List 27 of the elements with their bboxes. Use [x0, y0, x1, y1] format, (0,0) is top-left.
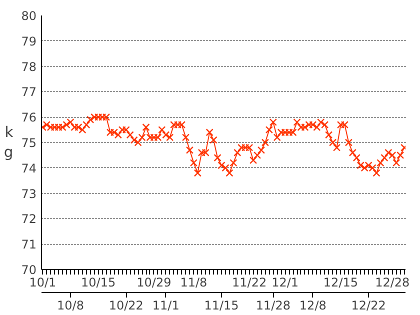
y-tick-label: 75: [21, 136, 37, 150]
x-tick-label: 10/22: [108, 298, 144, 312]
x-tick-label: 12/1: [272, 276, 299, 290]
x-tick-label: 11/8: [180, 276, 208, 290]
x-tick-label: 12/8: [299, 298, 326, 312]
x-tick-label: 10/8: [57, 298, 84, 312]
y-tick-label: 73: [21, 186, 37, 201]
y-tick-label: 77: [21, 85, 37, 100]
x-tick-label: 11/1: [152, 298, 180, 312]
y-tick-label: 76: [21, 110, 37, 125]
x-tick-label: 11/28: [256, 298, 290, 312]
y-tick-label: 72: [21, 212, 37, 226]
x-tick-label: 12/15: [323, 276, 358, 290]
y-tick-label: 70: [21, 263, 37, 277]
y-tick-label: 78: [21, 60, 37, 74]
x-tick-label: 12/22: [351, 298, 386, 312]
y-tick-label: 79: [21, 34, 37, 48]
x-tick-label: 10/1: [29, 276, 56, 290]
y-tick-label: 74: [21, 161, 37, 176]
x-tick-label: 11/22: [232, 276, 267, 290]
x-tick-label: 10/15: [81, 276, 116, 290]
x-tick-label: 10/29: [136, 276, 172, 290]
x-tick-label: 11/15: [204, 298, 239, 312]
y-axis-title: kg: [4, 124, 14, 162]
y-tick-label: 71: [21, 238, 37, 252]
y-tick-label: 80: [21, 9, 37, 23]
x-tick-label: 12/28: [375, 276, 410, 290]
